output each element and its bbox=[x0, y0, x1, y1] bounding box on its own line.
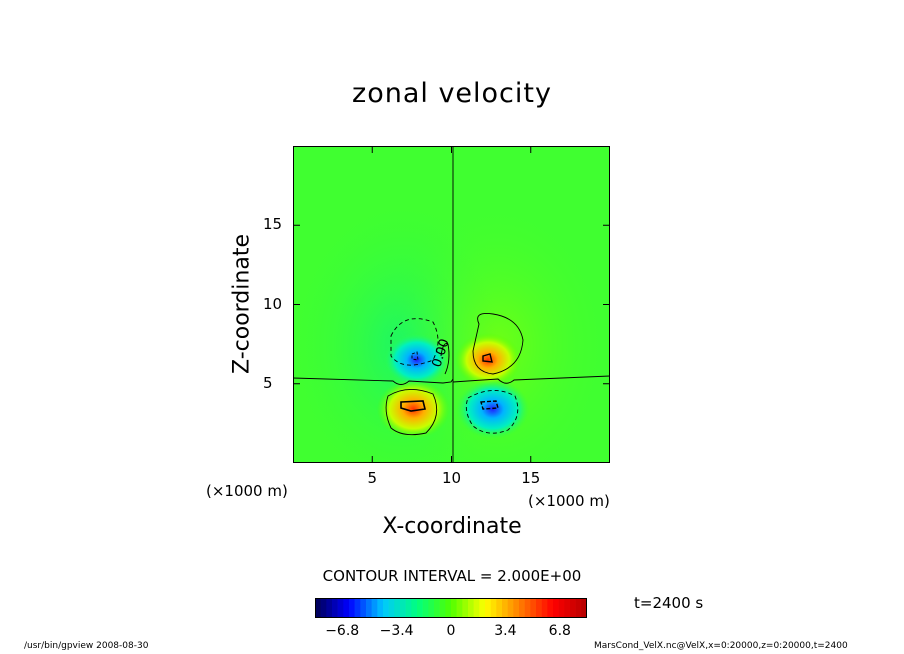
colorbar-cell bbox=[445, 598, 452, 618]
plot-area: 0.00 bbox=[293, 146, 610, 463]
contour-positive-upper-right bbox=[472, 313, 524, 375]
contour-core-lower-right bbox=[480, 400, 499, 410]
contour-negative-lower-right bbox=[465, 390, 519, 434]
field-positive-core-lower-left bbox=[376, 379, 451, 440]
colorbar-tick-label: −3.4 bbox=[379, 623, 414, 639]
colorbar-cell bbox=[337, 598, 344, 618]
colorbar-cell bbox=[383, 598, 389, 618]
colorbar-cell bbox=[456, 598, 463, 618]
y-axis-label: Z-coordinate bbox=[229, 234, 255, 374]
colorbar-cell bbox=[320, 598, 327, 618]
colorbar-cell bbox=[439, 598, 446, 618]
x-unit-label: (×1000 m) bbox=[528, 492, 610, 510]
colorbar-cell bbox=[558, 598, 565, 618]
contour-interval-label: CONTOUR INTERVAL = 2.000E+00 bbox=[322, 567, 582, 585]
zero-contour-horizontal-right bbox=[452, 375, 610, 384]
colorbar-cell bbox=[428, 598, 435, 618]
colorbar-cell bbox=[422, 598, 429, 618]
colorbar-cell bbox=[366, 598, 372, 618]
colorbar-cell bbox=[524, 598, 531, 618]
colorbar-cell bbox=[496, 598, 503, 618]
colorbar-cell bbox=[315, 598, 321, 618]
x-axis-label: X-coordinate bbox=[382, 514, 522, 539]
y-tick-label: 5 bbox=[263, 373, 273, 392]
footer-right: MarsCond_VelX.nc@VelX,x=0:20000,z=0:2000… bbox=[594, 641, 848, 651]
zero-contour-center-loop bbox=[440, 343, 450, 375]
colorbar-cell bbox=[371, 598, 378, 618]
time-label: t=2400 s bbox=[634, 594, 704, 612]
colorbar-cell bbox=[502, 598, 508, 618]
colorbar-cell bbox=[462, 598, 469, 618]
colorbar-cell bbox=[513, 598, 520, 618]
colorbar-cell bbox=[360, 598, 367, 618]
colorbar-tick-label: 0 bbox=[446, 623, 456, 639]
chart-title: zonal velocity bbox=[352, 78, 552, 109]
y-unit-label: (×1000 m) bbox=[206, 482, 288, 500]
zero-contour-horizontal bbox=[293, 377, 454, 385]
field-negative-core-lower-right bbox=[455, 379, 530, 440]
y-tick-label: 10 bbox=[263, 294, 283, 313]
colorbar-cell bbox=[354, 598, 361, 618]
colorbar-cell bbox=[490, 598, 497, 618]
contour-negative-upper-left bbox=[390, 318, 439, 366]
colorbar-cell bbox=[417, 598, 423, 618]
y-tick-label: 15 bbox=[263, 215, 283, 234]
colorbar-cell bbox=[434, 598, 440, 618]
colorbar-cell bbox=[394, 598, 401, 618]
colorbar-tick-label: −6.8 bbox=[325, 623, 360, 639]
colorbar-cell bbox=[575, 598, 582, 618]
contour-core-upper-left bbox=[411, 351, 419, 361]
colorbar-cell bbox=[326, 598, 333, 618]
field-negative-core-upper-left bbox=[383, 332, 450, 387]
colorbar-cell bbox=[468, 598, 474, 618]
colorbar-cell bbox=[536, 598, 542, 618]
colorbar-cell bbox=[570, 598, 576, 618]
x-tick-label: 10 bbox=[441, 469, 462, 487]
colorbar-cell bbox=[343, 598, 350, 618]
footer-left: /usr/bin/gpview 2008-08-30 bbox=[24, 641, 149, 651]
contour-core-upper-right bbox=[482, 353, 493, 363]
x-tick-label: 15 bbox=[521, 469, 541, 487]
colorbar-cell bbox=[388, 598, 395, 618]
colorbar-frame bbox=[315, 598, 587, 618]
colorbar-cell bbox=[473, 598, 480, 618]
contour-positive-lower-left bbox=[385, 389, 438, 436]
colorbar-cell bbox=[405, 598, 412, 618]
colorbar-cell bbox=[547, 598, 554, 618]
colorbar-cell bbox=[581, 598, 587, 618]
colorbar-cell bbox=[377, 598, 384, 618]
colorbar-cell bbox=[485, 598, 491, 618]
colorbar-cell bbox=[519, 598, 525, 618]
colorbar-tick-label: 3.4 bbox=[494, 623, 517, 639]
field-positive-core-upper-right bbox=[454, 332, 521, 387]
contour-core-lower-left bbox=[400, 400, 426, 412]
colorbar-cell bbox=[349, 598, 355, 618]
colorbar-cell bbox=[451, 598, 457, 618]
colorbar-cell bbox=[530, 598, 537, 618]
colorbar-cell bbox=[332, 598, 338, 618]
colorbar-cell bbox=[400, 598, 406, 618]
colorbar-cell bbox=[541, 598, 548, 618]
colorbar-cell bbox=[564, 598, 571, 618]
colorbar bbox=[315, 598, 587, 618]
colorbar-cell bbox=[479, 598, 486, 618]
colorbar-tick-label: 6.8 bbox=[548, 623, 571, 639]
colorbar-cell bbox=[411, 598, 418, 618]
colorbar-cell bbox=[553, 598, 559, 618]
x-tick-label: 5 bbox=[367, 469, 378, 487]
colorbar-cell bbox=[507, 598, 514, 618]
